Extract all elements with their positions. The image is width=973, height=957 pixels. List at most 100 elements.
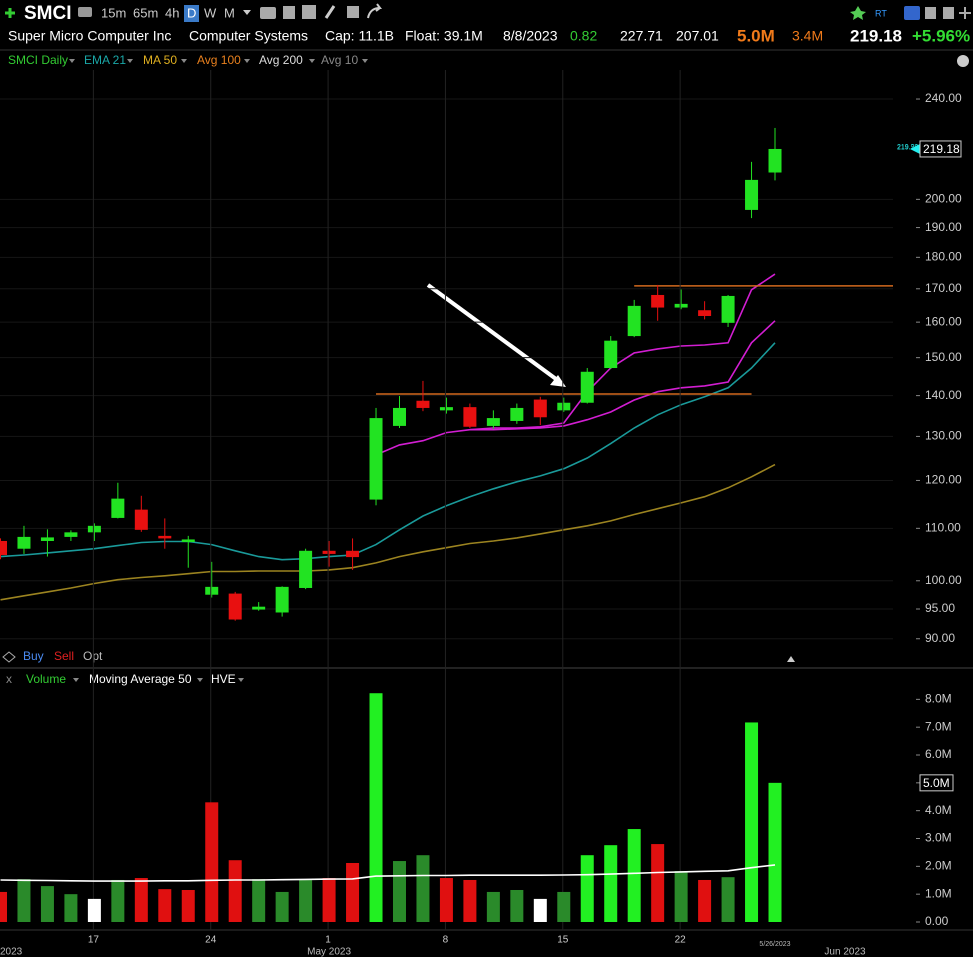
y-tick-label: 200.00: [925, 192, 962, 206]
interval[interactable]: 15m: [101, 5, 126, 20]
date-annotation: May 2023: [307, 947, 351, 957]
indicator[interactable]: HVE: [211, 672, 236, 686]
x-tick-label: 17: [88, 935, 100, 946]
candle-body: [439, 407, 453, 411]
candle-body: [228, 593, 242, 620]
settings-icon[interactable]: [957, 55, 969, 67]
volume-bar: [698, 879, 712, 922]
volume-bar: [252, 879, 266, 922]
y-tick-label: 160.00: [925, 314, 962, 328]
candle-body: [745, 179, 759, 210]
date-annotation: 5/26/2023: [759, 941, 790, 948]
icon[interactable]: [324, 5, 336, 19]
volume-bar: [463, 879, 477, 922]
candle-body: [252, 606, 266, 610]
y-tick-label: 1.0M: [925, 886, 952, 900]
candle-body: [369, 418, 383, 500]
icon[interactable]: [904, 6, 920, 20]
candle-body: [557, 402, 571, 411]
icon[interactable]: [78, 7, 92, 17]
volume-bar: [369, 693, 383, 922]
indicator[interactable]: EMA 21: [84, 53, 126, 67]
icon[interactable]: [943, 7, 954, 19]
candle-body: [533, 399, 547, 418]
last-price-pointer: [910, 143, 920, 154]
icon[interactable]: RT: [875, 8, 887, 18]
close-button[interactable]: x: [6, 672, 12, 686]
interval[interactable]: M: [224, 5, 235, 20]
indicator[interactable]: Avg 100: [197, 53, 241, 67]
volume-bar: [510, 889, 524, 922]
dropdown[interactable]: [73, 678, 244, 682]
y-tick-label: 3.0M: [925, 831, 952, 845]
y-tick-label: 95.00: [925, 601, 955, 615]
company: Super Micro Computer Inc: [8, 28, 171, 44]
dropdown[interactable]: [243, 10, 251, 15]
icon[interactable]: [347, 6, 359, 18]
icon[interactable]: [283, 6, 295, 19]
volume-bar: [64, 894, 78, 922]
icon[interactable]: [367, 3, 382, 19]
symbol[interactable]: SMCI: [24, 3, 72, 24]
indicator[interactable]: Volume: [26, 672, 66, 686]
volume-average-line: [0, 864, 776, 882]
volume-bar: [322, 878, 336, 922]
volume: 5.0M: [737, 26, 775, 45]
volume-bar: [627, 829, 641, 922]
interval[interactable]: 4h: [165, 5, 179, 20]
candle-body: [275, 586, 289, 613]
arrow: [426, 283, 558, 381]
icon[interactable]: [959, 7, 971, 19]
volume-bar: [158, 889, 172, 922]
candle-body: [205, 586, 219, 595]
candle-body: [721, 295, 735, 323]
candle-body: [651, 294, 665, 308]
candle-body: [87, 525, 101, 533]
candle-body: [17, 536, 31, 549]
y-tick-label: 100.00: [925, 573, 962, 587]
volume-bar: [580, 855, 594, 922]
y-tick-label: 150.00: [925, 350, 962, 364]
indicator[interactable]: Avg 200: [259, 53, 303, 67]
interval[interactable]: D: [187, 5, 196, 20]
icon[interactable]: [850, 6, 866, 20]
industry: Computer Systems: [189, 28, 308, 44]
y-tick-label: 110.00: [925, 520, 961, 534]
candle-body: [40, 537, 54, 541]
last-volume-label: 5.0M: [923, 776, 950, 790]
high: 227.71: [620, 28, 663, 44]
icon[interactable]: [925, 7, 936, 19]
volume-bar: [17, 879, 31, 922]
x-tick-label: 24: [205, 935, 217, 946]
volume-bar: [299, 879, 313, 922]
interval[interactable]: 65m: [133, 5, 158, 20]
y-tick-label: 120.00: [925, 473, 962, 487]
candle-body: [768, 148, 782, 173]
indicator[interactable]: Moving Average 50: [89, 672, 192, 686]
add-icon[interactable]: [5, 8, 15, 18]
icon[interactable]: [260, 7, 276, 19]
candle-body: [181, 539, 195, 543]
indicator[interactable]: Avg 10: [321, 53, 358, 67]
icon[interactable]: [2, 651, 16, 663]
indicator[interactable]: MA 50: [143, 53, 177, 67]
volume-bar: [651, 844, 665, 922]
x-tick-label: 15: [557, 935, 569, 946]
y-tick-label: 8.0M: [925, 692, 952, 706]
sell-button[interactable]: Sell: [54, 649, 74, 663]
indicator[interactable]: SMCI Daily: [8, 53, 68, 67]
y-tick-label: 190.00: [925, 220, 962, 234]
dropdown[interactable]: [69, 59, 368, 63]
collapse-icon[interactable]: [787, 656, 795, 662]
interval[interactable]: W: [204, 5, 217, 20]
price-marker: 219.73: [897, 144, 919, 151]
date-annotation: 2023: [0, 947, 23, 957]
indicator-line: [375, 273, 776, 456]
icon[interactable]: [302, 5, 316, 19]
interval-selected[interactable]: [184, 5, 199, 22]
candle-body: [299, 550, 313, 588]
buy-button[interactable]: Buy: [23, 649, 44, 663]
grid: [0, 98, 893, 640]
candle-body: [392, 407, 406, 426]
volume-bar: [346, 862, 360, 922]
